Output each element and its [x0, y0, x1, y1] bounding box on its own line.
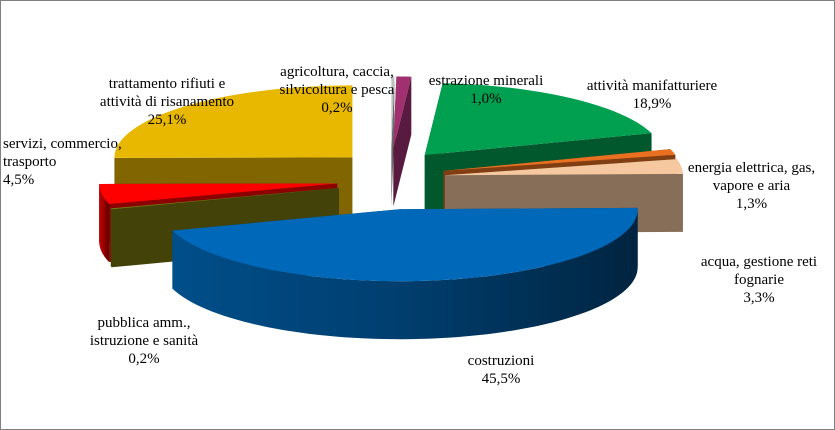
pie-slice-side	[391, 76, 395, 207]
pie-slice	[391, 76, 395, 207]
pie-slice-top	[110, 187, 339, 210]
slice-label-servizi: servizi, commercio, trasporto 4,5%	[3, 136, 122, 188]
slice-label-rifiuti: trattamento rifiuti e attività di risana…	[99, 76, 235, 128]
pie-slice-top	[444, 159, 683, 176]
pie-slice-wall	[99, 183, 110, 263]
pie-slice-top	[99, 183, 338, 205]
slice-label-manifatturiere: attività manifatturiere 18,9%	[586, 78, 718, 112]
slice-label-agricoltura: agricoltura, caccia, silvicoltura e pesc…	[279, 64, 395, 116]
pie-slice	[393, 76, 412, 207]
slice-label-costruzioni: costruzioni 45,5%	[467, 353, 535, 387]
pie-slice-wall	[172, 209, 638, 340]
slice-label-estrazione: estrazione minerali 1,0%	[428, 73, 544, 107]
pie-slice	[172, 207, 638, 340]
slice-label-acqua: acqua, gestione reti fognarie 3,3%	[700, 254, 818, 306]
pie-slice-wall	[110, 208, 112, 268]
pie-slice-top	[424, 83, 652, 155]
pie-slice-top	[172, 207, 638, 282]
slice-label-energia: energia elettrica, gas, vapore e aria 1,3…	[687, 160, 816, 212]
pie-slice-top	[393, 76, 412, 149]
pie-slice-top	[443, 149, 676, 171]
pie-slice-top	[114, 85, 353, 158]
slice-label-pubblica: pubblica amm., istruzione e sanità 0,2%	[89, 315, 199, 367]
pie-slice-side	[393, 76, 412, 207]
pie-slice-top	[391, 76, 395, 149]
